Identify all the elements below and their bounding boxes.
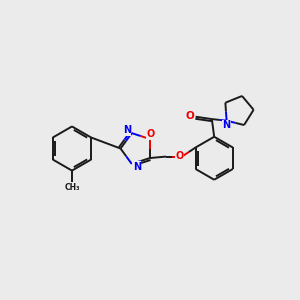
Text: O: O xyxy=(175,151,183,161)
Text: O: O xyxy=(147,129,155,139)
Text: O: O xyxy=(186,111,195,121)
Text: CH₃: CH₃ xyxy=(64,183,80,192)
Text: N: N xyxy=(133,162,141,172)
Text: N: N xyxy=(123,125,131,135)
Text: N: N xyxy=(223,120,231,130)
